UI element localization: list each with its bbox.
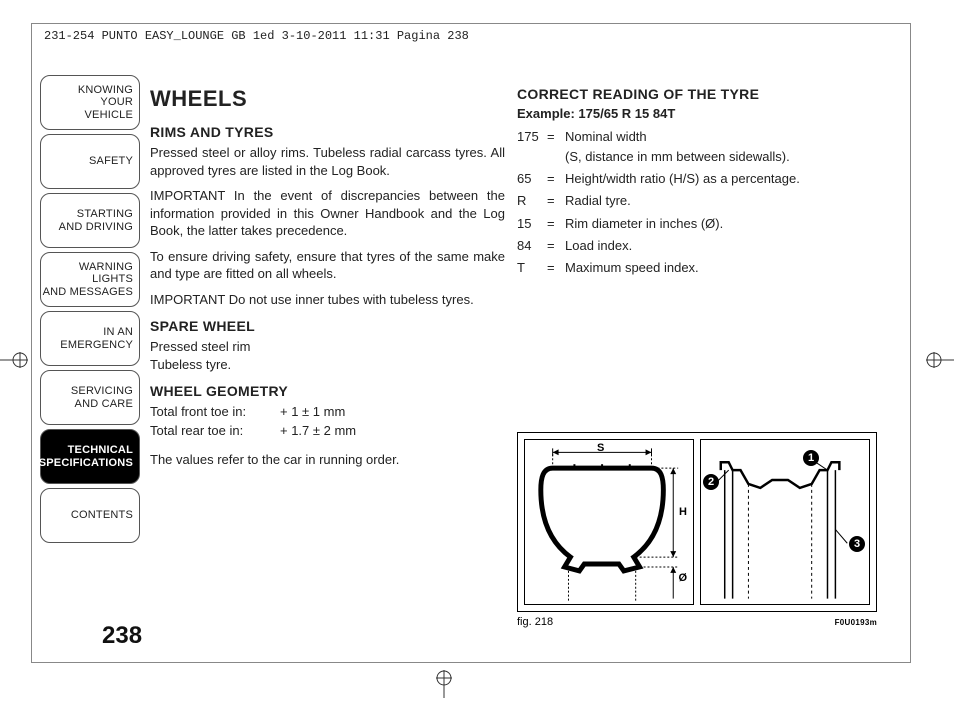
sidebar-tab[interactable]: TECHNICALSPECIFICATIONS <box>40 429 140 484</box>
geometry-value: + 1.7 ± 2 mm <box>280 422 356 441</box>
equals-sign: = <box>547 214 565 234</box>
geometry-label: Total front toe in: <box>150 403 280 422</box>
registration-mark-right <box>918 348 954 372</box>
equals-sign: = <box>547 258 565 278</box>
definition-text: Load index. <box>565 236 877 256</box>
figure-218: S H Ø 1 2 3 fig. 218 F0 <box>517 432 877 628</box>
sidebar-tab[interactable]: CONTENTS <box>40 488 140 543</box>
figure-frame: S H Ø 1 2 3 <box>517 432 877 612</box>
definition-row: R=Radial tyre. <box>517 191 877 211</box>
figure-panel-tyre: S H Ø <box>524 439 694 605</box>
definition-row: 175=Nominal width(S, distance in mm betw… <box>517 127 877 167</box>
example-label: Example: 175/65 R 15 84T <box>517 106 877 121</box>
equals-sign: = <box>547 236 565 256</box>
body-text: The values refer to the car in running o… <box>150 451 505 469</box>
registration-mark-bottom <box>432 662 456 698</box>
callout-3: 3 <box>849 536 865 552</box>
geometry-row: Total rear toe in:+ 1.7 ± 2 mm <box>150 422 505 441</box>
content-right-column: CORRECT READING OF THE TYRE Example: 175… <box>517 86 877 280</box>
definition-code: 65 <box>517 169 547 189</box>
body-text: Pressed steel or alloy rims. Tubeless ra… <box>150 144 505 179</box>
figure-panel-rim: 1 2 3 <box>700 439 870 605</box>
sidebar-tab[interactable]: WARNING LIGHTSAND MESSAGES <box>40 252 140 307</box>
definition-text: Maximum speed index. <box>565 258 877 278</box>
body-text: To ensure driving safety, ensure that ty… <box>150 248 505 283</box>
definition-row: 84=Load index. <box>517 236 877 256</box>
definition-row: T=Maximum speed index. <box>517 258 877 278</box>
tyre-definition-list: 175=Nominal width(S, distance in mm betw… <box>517 127 877 278</box>
definition-code: 15 <box>517 214 547 234</box>
sidebar-tab[interactable]: IN ANEMERGENCY <box>40 311 140 366</box>
heading-wheel-geometry: WHEEL GEOMETRY <box>150 383 505 399</box>
definition-code: 84 <box>517 236 547 256</box>
body-text: IMPORTANT In the event of discrepancies … <box>150 187 505 240</box>
sidebar-tab[interactable]: SERVICINGAND CARE <box>40 370 140 425</box>
equals-sign: = <box>547 191 565 211</box>
heading-rims-tyres: RIMS AND TYRES <box>150 124 505 140</box>
dim-label-s: S <box>597 442 604 454</box>
definition-text: Radial tyre. <box>565 191 877 211</box>
section-tabs-sidebar: KNOWINGYOURVEHICLESAFETYSTARTINGAND DRIV… <box>40 75 140 547</box>
definition-row: 15=Rim diameter in inches (Ø). <box>517 214 877 234</box>
figure-code: F0U0193m <box>835 618 877 627</box>
registration-mark-left <box>0 348 36 372</box>
dim-label-h: H <box>679 506 687 518</box>
callout-1: 1 <box>803 450 819 466</box>
heading-reading-tyre: CORRECT READING OF THE TYRE <box>517 86 877 102</box>
equals-sign: = <box>547 127 565 167</box>
page-title: WHEELS <box>150 86 505 112</box>
sidebar-tab[interactable]: STARTINGAND DRIVING <box>40 193 140 248</box>
body-text: Tubeless tyre. <box>150 356 505 374</box>
print-header: 231-254 PUNTO EASY_LOUNGE GB 1ed 3-10-20… <box>44 29 469 43</box>
sidebar-tab[interactable]: KNOWINGYOURVEHICLE <box>40 75 140 130</box>
definition-text: Height/width ratio (H/S) as a percentage… <box>565 169 877 189</box>
page-number: 238 <box>102 622 142 650</box>
sidebar-tab[interactable]: SAFETY <box>40 134 140 189</box>
geometry-value: + 1 ± 1 mm <box>280 403 345 422</box>
definition-code: 175 <box>517 127 547 167</box>
callout-2: 2 <box>703 474 719 490</box>
geometry-label: Total rear toe in: <box>150 422 280 441</box>
geometry-row: Total front toe in:+ 1 ± 1 mm <box>150 403 505 422</box>
body-text: Pressed steel rim <box>150 338 505 356</box>
definition-text: Nominal width(S, distance in mm between … <box>565 127 877 167</box>
definition-text: Rim diameter in inches (Ø). <box>565 214 877 234</box>
definition-code: R <box>517 191 547 211</box>
figure-caption: fig. 218 <box>517 616 553 628</box>
body-text: IMPORTANT Do not use inner tubes with tu… <box>150 291 505 309</box>
equals-sign: = <box>547 169 565 189</box>
definition-code: T <box>517 258 547 278</box>
definition-row: 65=Height/width ratio (H/S) as a percent… <box>517 169 877 189</box>
dim-label-diameter: Ø <box>678 572 687 584</box>
heading-spare-wheel: SPARE WHEEL <box>150 318 505 334</box>
content-left-column: WHEELS RIMS AND TYRES Pressed steel or a… <box>150 86 505 477</box>
